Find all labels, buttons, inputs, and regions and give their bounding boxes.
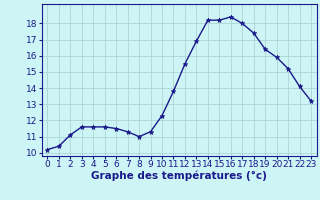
X-axis label: Graphe des températures (°c): Graphe des températures (°c) bbox=[91, 171, 267, 181]
